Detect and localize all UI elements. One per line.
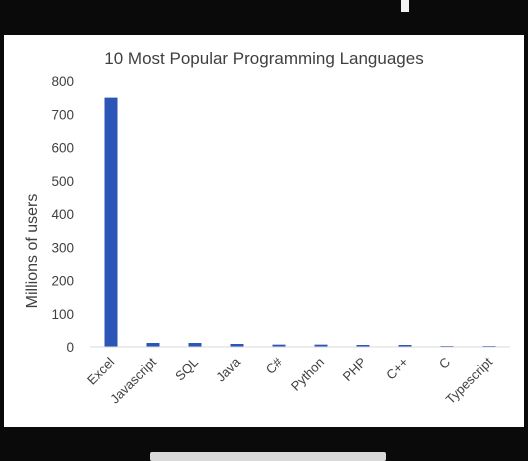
y-tick-label: 400	[51, 207, 74, 222]
bar-javascript	[146, 343, 160, 347]
bar-java	[230, 344, 244, 347]
x-tick-label: C#	[263, 354, 286, 377]
x-tick-label: Python	[288, 355, 327, 394]
y-tick-label: 800	[51, 74, 74, 89]
y-tick-label: 200	[51, 274, 74, 289]
x-tick-label: Javascript	[107, 354, 159, 406]
x-tick-label: C++	[383, 355, 411, 383]
y-tick-label: 0	[66, 340, 74, 355]
bar-c-	[272, 344, 286, 347]
top-marker	[401, 0, 409, 12]
bar-php	[356, 345, 370, 347]
bar-excel	[104, 97, 118, 347]
bar-chart: 10 Most Popular Programming Languages Mi…	[24, 49, 510, 407]
y-axis-label: Millions of users	[24, 194, 41, 309]
bar-c-	[398, 345, 412, 347]
x-tick-label: SQL	[172, 355, 201, 384]
y-axis-ticks: 0 100 200 300 400 500 600 700 800	[51, 74, 74, 355]
y-tick-label: 500	[51, 174, 74, 189]
x-tick-label: PHP	[340, 355, 370, 385]
x-tick-label: Java	[213, 354, 244, 385]
x-tick-label: Typescript	[443, 354, 496, 407]
bar-sql	[188, 343, 202, 347]
caption-bar	[150, 452, 386, 461]
bars	[104, 97, 496, 348]
bar-python	[314, 344, 328, 347]
y-tick-label: 100	[51, 307, 74, 322]
x-tick-label: C	[436, 355, 453, 372]
chart-slide: 10 Most Popular Programming Languages Mi…	[4, 35, 524, 427]
chart-title: 10 Most Popular Programming Languages	[104, 49, 423, 68]
y-tick-label: 700	[51, 107, 74, 122]
y-tick-label: 600	[51, 141, 74, 156]
x-tick-label: Excel	[84, 354, 117, 387]
y-tick-label: 300	[51, 240, 74, 255]
